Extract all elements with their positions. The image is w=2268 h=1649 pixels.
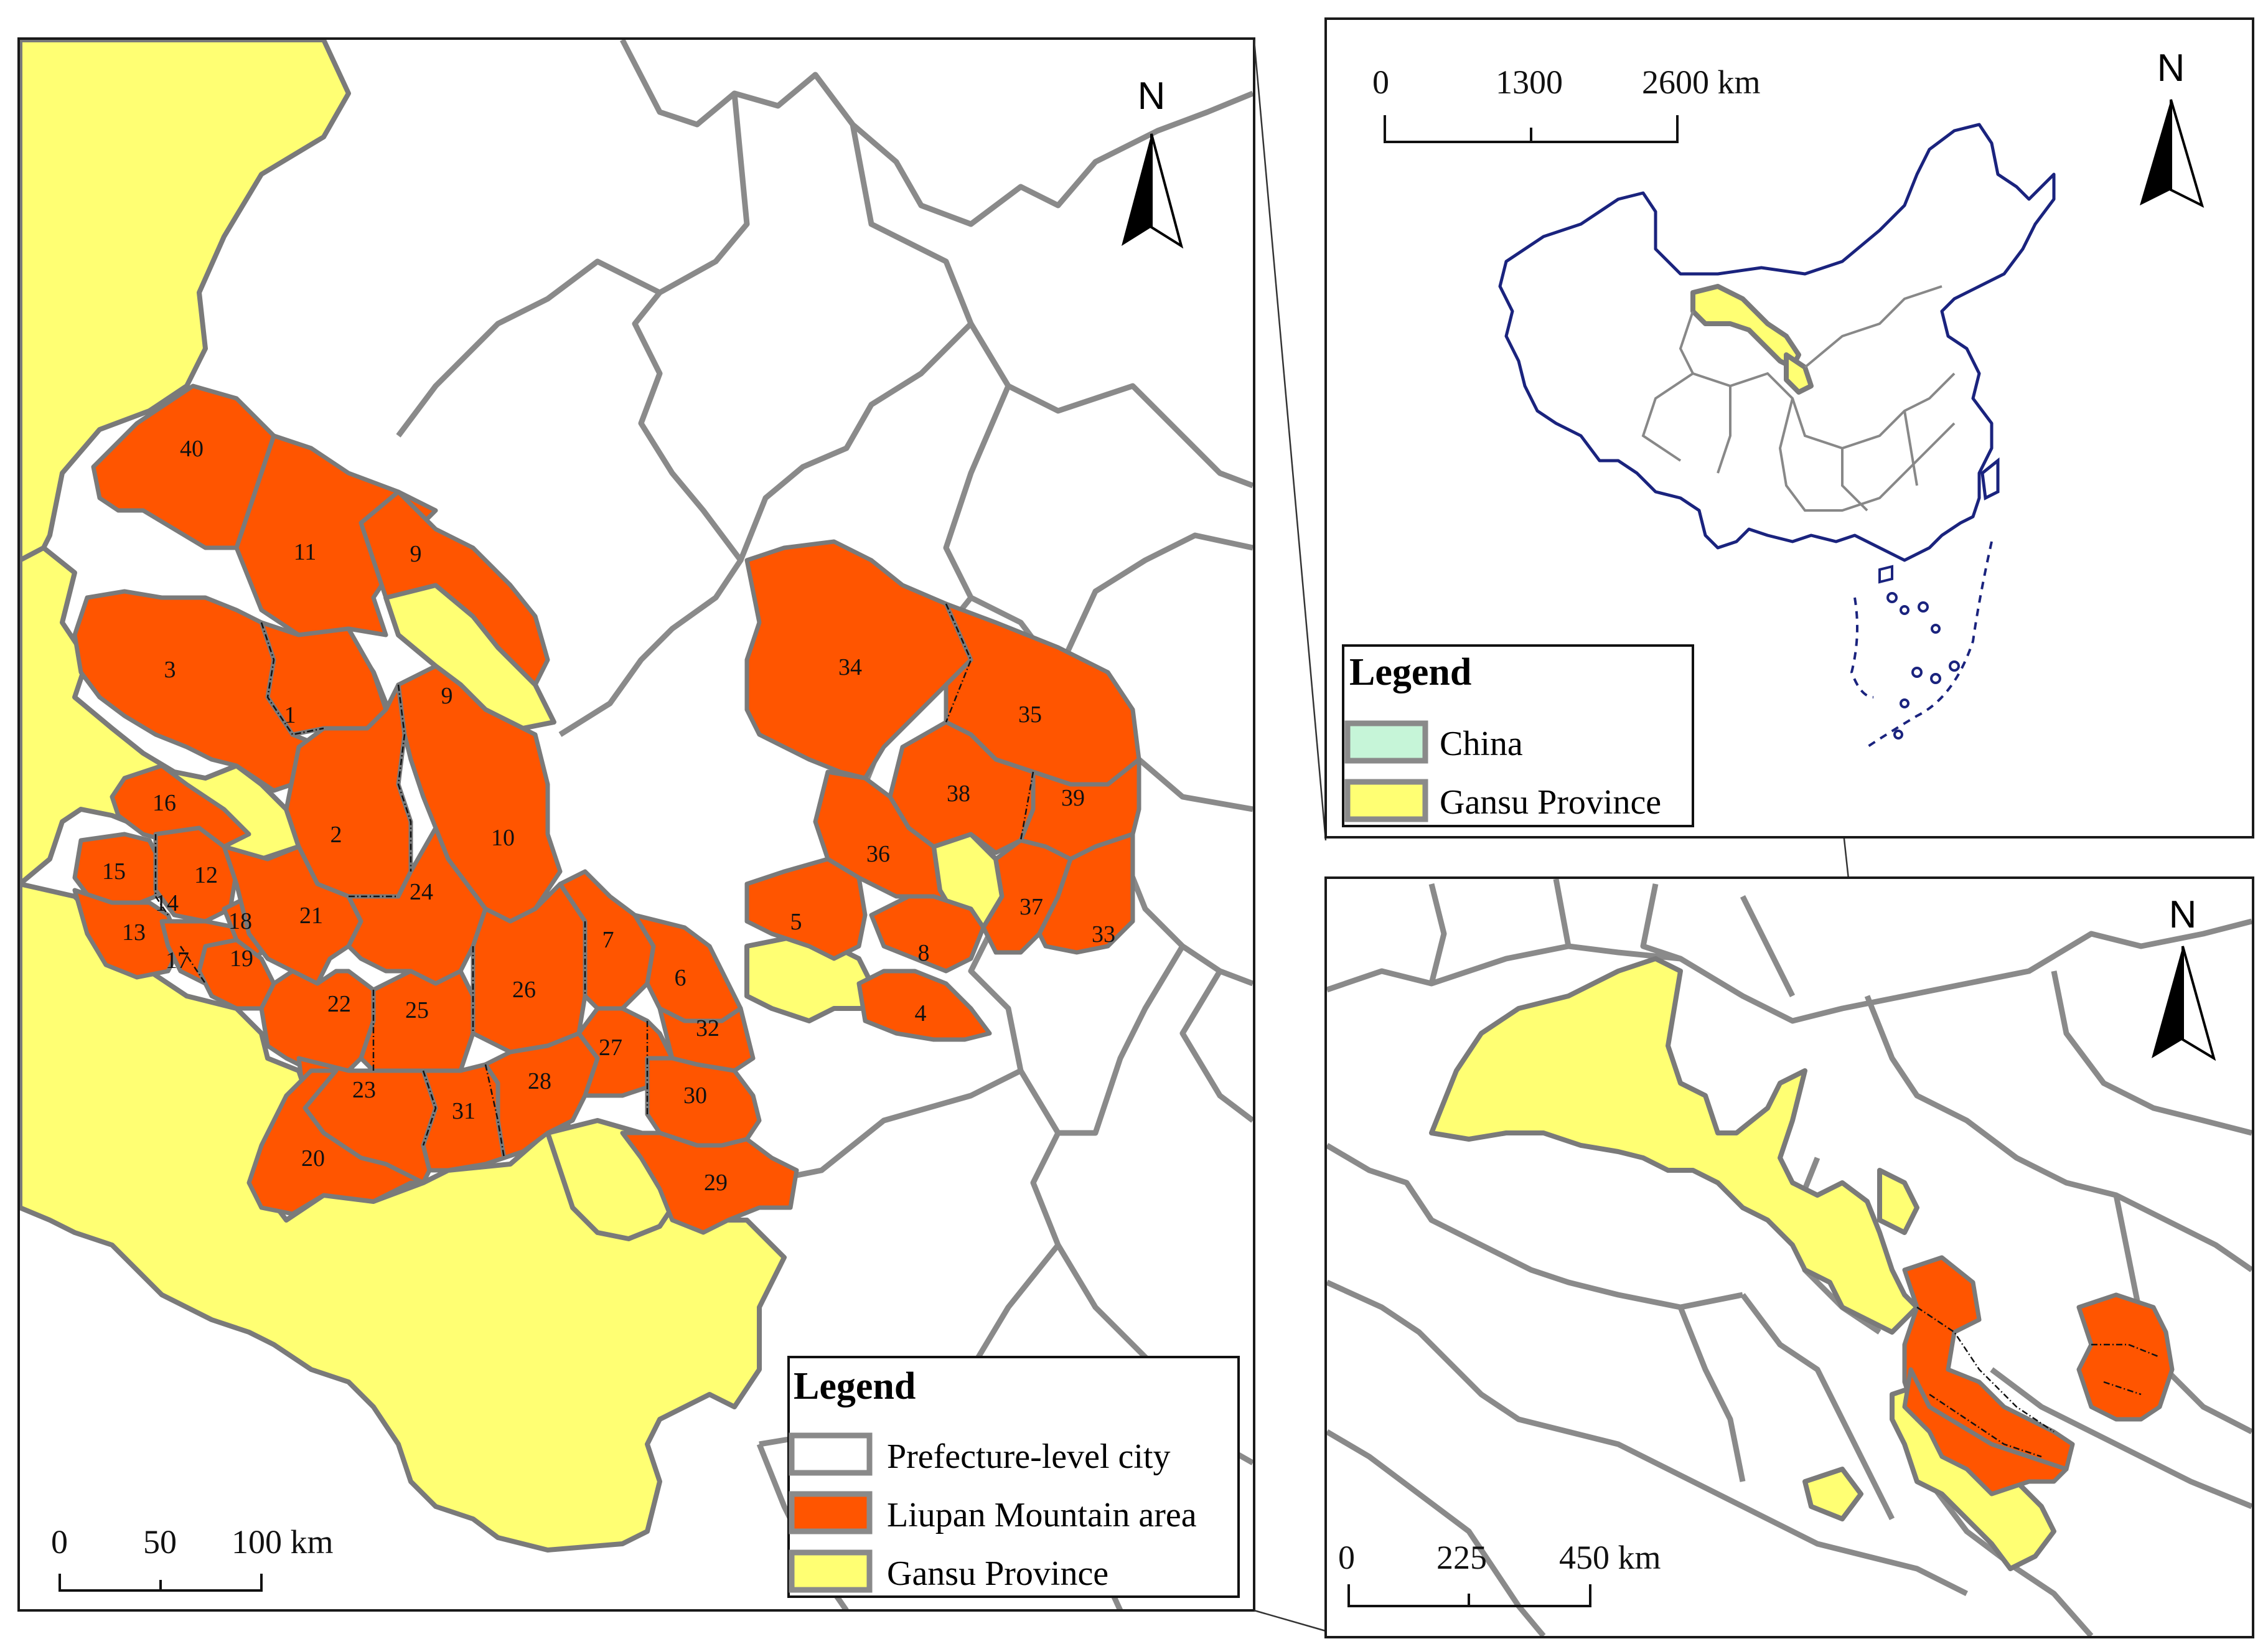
scale-bar: 0 50 100 km: [51, 1523, 334, 1592]
county-label: 4: [915, 1000, 927, 1027]
china-scale-1300: 1300: [1496, 63, 1563, 101]
legend-title: Legend: [794, 1365, 916, 1407]
main-map-panel: 40 11 9 3 1 9 2 10 16 15 12 14 13 17 18 …: [17, 37, 1255, 1612]
county-label: 15: [102, 858, 126, 885]
county-label: 9: [410, 541, 422, 567]
china-north-label: N: [2157, 47, 2185, 90]
region-liupan: [1902, 1255, 2175, 1496]
region-north-arrow: N: [2152, 893, 2216, 1061]
county-label: 20: [301, 1145, 325, 1172]
county-label: 24: [410, 879, 433, 905]
county-label: 39: [1061, 785, 1085, 811]
legend-swatch-prefecture: [789, 1432, 873, 1476]
china-legend-label-china: China: [1440, 725, 1523, 763]
region-scale-0: 0: [1338, 1539, 1355, 1576]
scale-label-0: 0: [51, 1523, 68, 1561]
china-legend-title: Legend: [1349, 651, 1471, 693]
region-inset-frame: [1324, 876, 2254, 1638]
china-scale-bar: 0 1300 2600 km: [1372, 63, 1761, 143]
county-label: 10: [491, 825, 515, 851]
legend-swatch-gansu-china: [1344, 779, 1428, 822]
county-label: 33: [1092, 921, 1115, 947]
county-label: 18: [228, 908, 252, 934]
north-label: N: [1138, 75, 1166, 118]
legend-label-liupan: Liupan Mountain area: [887, 1496, 1197, 1534]
county-label: 25: [405, 997, 429, 1023]
region-scale-450: 450 km: [1559, 1539, 1661, 1576]
county-label: 30: [683, 1083, 707, 1109]
county-label: 31: [452, 1098, 476, 1124]
region-north-label: N: [2169, 893, 2197, 936]
china-legend: Legend China Gansu Province: [1342, 644, 1694, 827]
scale-label-100: 100 km: [232, 1523, 334, 1561]
county-label: 12: [194, 862, 218, 888]
legend-swatch-gansu: [789, 1549, 873, 1593]
legend-label-prefecture: Prefecture-level city: [887, 1437, 1171, 1476]
county-label: 23: [352, 1077, 376, 1103]
china-scale-2600: 2600 km: [1642, 63, 1761, 101]
legend-label-gansu: Gansu Province: [887, 1554, 1108, 1593]
county-label: 6: [675, 965, 686, 991]
county-label: 29: [704, 1170, 728, 1196]
county-label: 8: [918, 940, 930, 966]
china-legend-label-gansu: Gansu Province: [1440, 783, 1661, 822]
legend-swatch-china: [1344, 720, 1428, 764]
county-label: 37: [1019, 894, 1043, 920]
county-label: 28: [528, 1068, 551, 1094]
china-inset-panel: 0 1300 2600 km N: [1324, 17, 2254, 839]
region-inset-panel: N 0 225 450 km: [1324, 876, 2254, 1638]
county-label: 36: [866, 841, 890, 867]
china-scale-0: 0: [1372, 63, 1389, 101]
county-label: 1: [284, 702, 296, 728]
county-label: 2: [330, 822, 342, 848]
county-label: 9: [441, 683, 453, 709]
county-label: 22: [327, 991, 351, 1017]
county-label: 7: [602, 927, 614, 953]
county-label: 3: [164, 657, 176, 683]
scale-label-50: 50: [143, 1523, 177, 1561]
region-scale-bar: 0 225 450 km: [1338, 1539, 1661, 1607]
county-label: 16: [152, 790, 176, 816]
county-label: 35: [1018, 702, 1042, 728]
county-label: 38: [947, 781, 970, 807]
county-label: 21: [299, 903, 323, 929]
legend-swatch-liupan: [789, 1491, 873, 1534]
region-boundaries: [1327, 879, 2252, 1636]
county-label: 26: [512, 977, 536, 1003]
china-map: [1498, 123, 2056, 748]
region-scale-225: 225: [1436, 1539, 1487, 1576]
county-label: 11: [294, 539, 317, 565]
county-label: 32: [696, 1015, 719, 1041]
county-label: 40: [180, 436, 204, 462]
county-labels: 40 11 9 3 1 9 2 10 16 15 12 14 13 17 18 …: [102, 436, 1115, 1196]
county-label: 34: [838, 654, 862, 680]
county-label: 14: [155, 890, 179, 916]
china-north-arrow: N: [2140, 47, 2205, 208]
county-label: 19: [230, 946, 253, 972]
county-label: 27: [599, 1035, 622, 1061]
county-label: 5: [790, 909, 802, 935]
north-arrow: N: [1122, 75, 1184, 249]
county-boundaries: [154, 603, 1034, 1158]
county-label: 17: [166, 947, 189, 974]
legend: Legend Prefecture-level city Liupan Moun…: [787, 1356, 1240, 1598]
county-label: 13: [122, 919, 146, 946]
liupan-mountain-area: [72, 383, 1141, 1235]
region-county-lines: [1916, 1306, 2160, 1458]
